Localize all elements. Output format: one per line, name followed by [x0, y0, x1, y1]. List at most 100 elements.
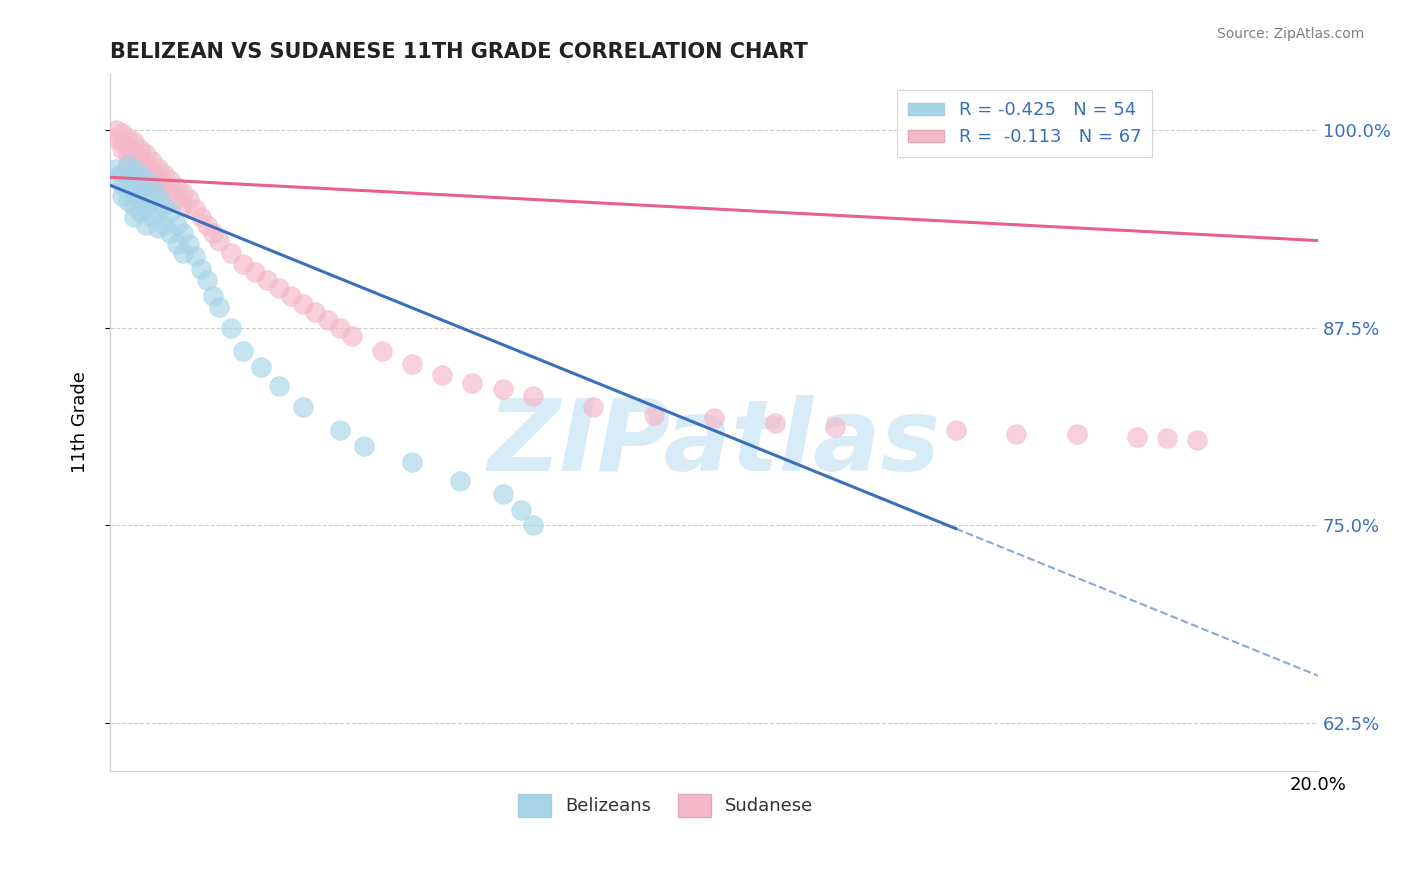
Point — [141, 154, 163, 169]
Point — [256, 273, 278, 287]
Legend: Belizeans, Sudanese: Belizeans, Sudanese — [510, 787, 821, 824]
Point — [401, 357, 423, 371]
Point — [148, 189, 170, 203]
Point — [219, 246, 242, 260]
Text: BELIZEAN VS SUDANESE 11TH GRADE CORRELATION CHART: BELIZEAN VS SUDANESE 11TH GRADE CORRELAT… — [110, 42, 808, 62]
Point — [166, 179, 188, 194]
Point — [1126, 430, 1149, 444]
Point — [117, 183, 139, 197]
Point — [232, 344, 254, 359]
Point — [824, 420, 846, 434]
Point — [141, 177, 163, 191]
Point — [135, 158, 157, 172]
Point — [135, 186, 157, 200]
Point — [148, 202, 170, 216]
Point — [522, 518, 544, 533]
Point — [329, 320, 352, 334]
Point — [201, 289, 224, 303]
Point — [117, 130, 139, 145]
Point — [292, 297, 315, 311]
Point — [122, 145, 145, 159]
Point — [172, 199, 194, 213]
Point — [148, 221, 170, 235]
Point — [183, 202, 205, 216]
Point — [135, 173, 157, 187]
Point — [195, 273, 218, 287]
Point — [111, 136, 134, 150]
Point — [304, 305, 326, 319]
Point — [269, 281, 291, 295]
Point — [509, 502, 531, 516]
Point — [135, 218, 157, 232]
Point — [1187, 433, 1209, 447]
Point — [105, 130, 128, 145]
Point — [190, 210, 212, 224]
Point — [159, 205, 181, 219]
Point — [232, 257, 254, 271]
Point — [461, 376, 484, 390]
Point — [141, 178, 163, 193]
Point — [945, 424, 967, 438]
Point — [371, 344, 394, 359]
Point — [122, 162, 145, 177]
Point — [141, 210, 163, 224]
Point — [122, 199, 145, 213]
Point — [122, 186, 145, 200]
Point — [135, 199, 157, 213]
Point — [172, 186, 194, 200]
Point — [166, 193, 188, 207]
Point — [703, 410, 725, 425]
Point — [353, 439, 375, 453]
Point — [153, 167, 176, 181]
Point — [117, 170, 139, 185]
Point — [172, 226, 194, 240]
Point — [148, 170, 170, 185]
Point — [153, 218, 176, 232]
Point — [166, 236, 188, 251]
Text: Source: ZipAtlas.com: Source: ZipAtlas.com — [1216, 27, 1364, 41]
Point — [763, 416, 786, 430]
Point — [122, 173, 145, 187]
Point — [129, 142, 152, 156]
Point — [117, 158, 139, 172]
Point — [141, 193, 163, 207]
Point — [177, 236, 200, 251]
Point — [243, 265, 266, 279]
Point — [582, 400, 605, 414]
Point — [117, 138, 139, 153]
Point — [401, 455, 423, 469]
Point — [643, 408, 665, 422]
Point — [1005, 426, 1028, 441]
Point — [208, 300, 231, 314]
Point — [129, 193, 152, 207]
Point — [105, 123, 128, 137]
Point — [105, 162, 128, 177]
Point — [148, 161, 170, 175]
Point — [122, 154, 145, 169]
Point — [316, 312, 339, 326]
Point — [129, 162, 152, 177]
Point — [522, 389, 544, 403]
Point — [159, 173, 181, 187]
Point — [122, 136, 145, 150]
Point — [449, 474, 471, 488]
Point — [111, 189, 134, 203]
Point — [111, 167, 134, 181]
Point — [492, 487, 515, 501]
Point — [129, 179, 152, 194]
Point — [122, 167, 145, 181]
Point — [117, 148, 139, 162]
Point — [105, 170, 128, 185]
Point — [153, 199, 176, 213]
Point — [201, 226, 224, 240]
Point — [135, 146, 157, 161]
Y-axis label: 11th Grade: 11th Grade — [72, 372, 89, 474]
Point — [292, 400, 315, 414]
Point — [141, 164, 163, 178]
Point — [159, 186, 181, 200]
Point — [183, 249, 205, 263]
Point — [208, 234, 231, 248]
Text: ZIPatlas: ZIPatlas — [488, 395, 941, 492]
Point — [122, 210, 145, 224]
Point — [159, 226, 181, 240]
